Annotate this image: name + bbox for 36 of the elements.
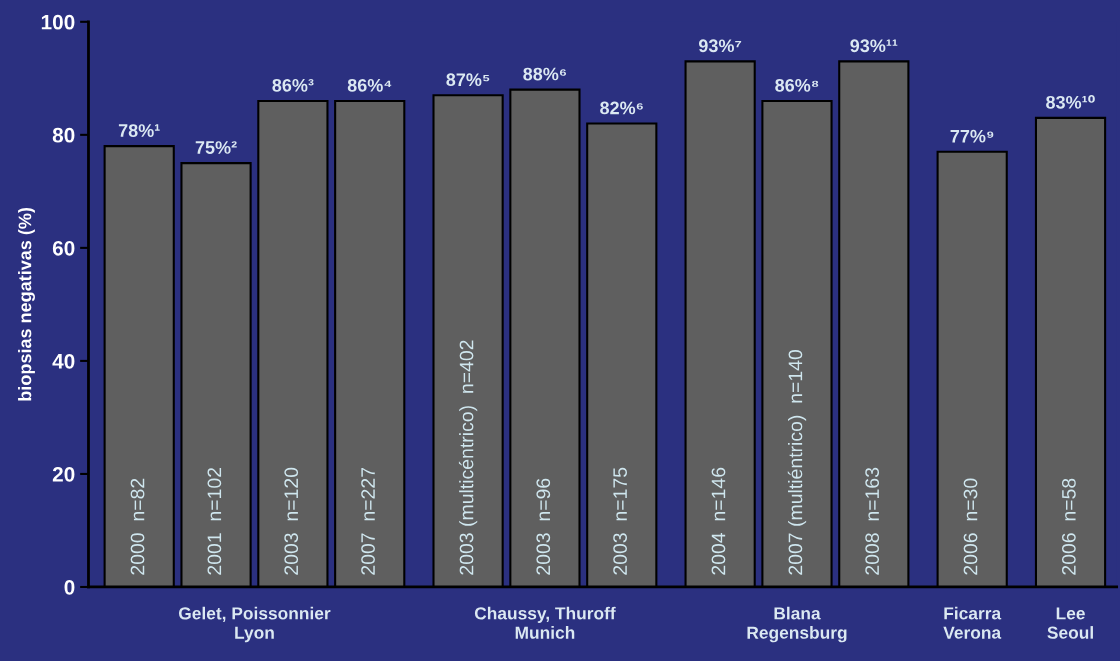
y-tick-label: 100 [41,14,75,30]
text: Blana Regensburg [747,606,847,643]
x-tick-label: 2003 n=175 [613,467,627,575]
y-tick-label: 20 [52,466,75,482]
data-label: 75%² [195,141,237,154]
x-tick-label: 2007 (multiéntrico) n=140 [787,349,807,575]
data-label: 83%¹⁰ [1046,95,1095,109]
text: Ficarra Verona [943,606,1002,639]
data-label: 86%³ [272,78,314,92]
x-tick-label: 2006 n=58 [1061,478,1076,575]
y-tick-label: 80 [52,127,75,143]
x-tick-label: 2004 n=146 [711,467,726,575]
x-tick-label: 2001 n=102 [207,467,222,575]
data-label: 93%¹¹ [850,39,898,53]
data-label: 82%⁶ [600,101,643,115]
data-label: 88%⁶ [523,67,567,81]
data-label: 86%⁴ [347,78,392,92]
data-label: 78%¹ [118,124,160,137]
text: Lee Seoul [1047,607,1093,639]
x-tick-label: 2003 (multicéntrico) n=402 [458,340,478,575]
data-label: 86%⁸ [775,78,819,92]
text: Gelet, Poissonnier Lyon [178,606,331,643]
x-tick-label: 2003 n=120 [284,467,299,575]
y-axis-title: biopsias negativas (%) [18,207,35,401]
x-tick-label: 2000 n=82 [130,478,145,575]
x-tick-label: 2008 n=163 [865,467,880,575]
y-tick-label: 60 [52,240,75,256]
y-tick-label: 40 [52,353,75,369]
data-label: 93%⁷ [698,39,742,53]
x-tick-label: 2006 n=30 [963,478,978,575]
x-tick-label: 2003 n=96 [536,478,551,575]
text: Chaussy, Thuroff Munich [474,606,616,639]
data-label: 77%⁹ [950,129,994,143]
data-label: 87%⁵ [446,73,490,87]
y-tick-label: 0 [64,579,75,595]
x-tick-label: 2007 n=227 [361,467,375,575]
